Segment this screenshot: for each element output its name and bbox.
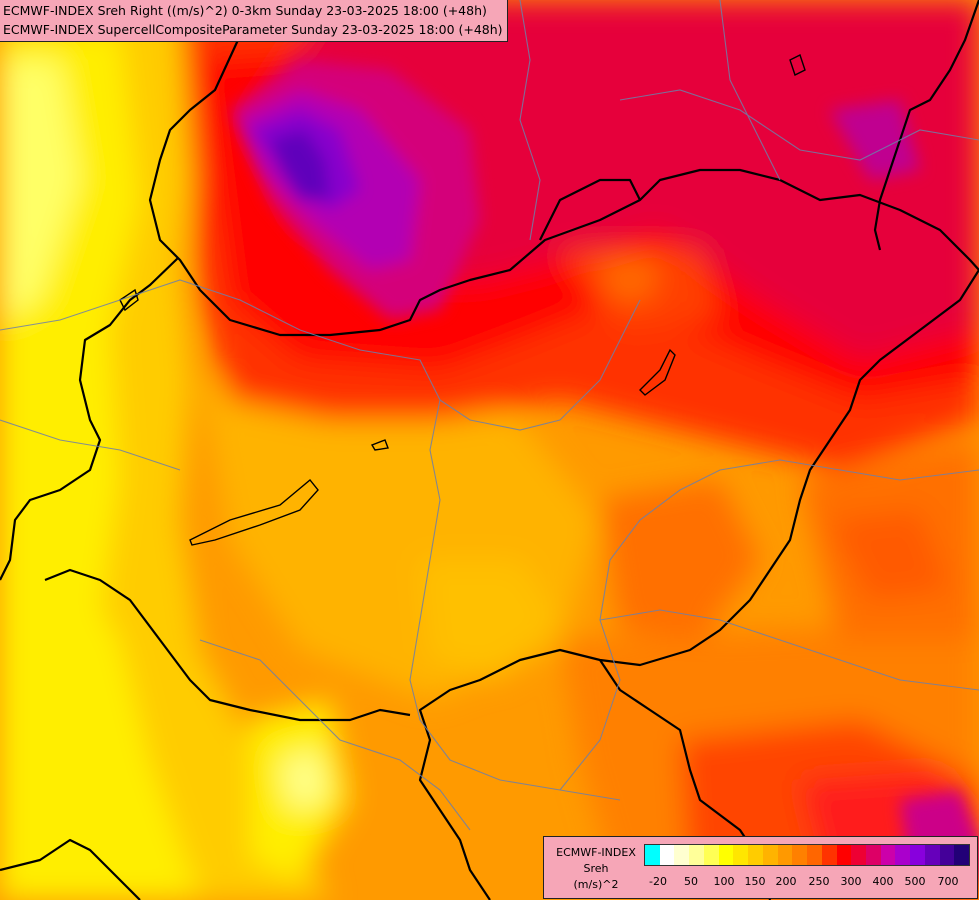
legend-tick-label: 250	[808, 875, 830, 888]
legend-swatch	[924, 845, 940, 865]
legend-tick-label: 100	[713, 875, 735, 888]
legend-swatch	[836, 845, 852, 865]
header-line-scp: ECMWF-INDEX SupercellCompositeParameter …	[3, 22, 503, 37]
river-lines	[0, 0, 979, 831]
color-legend: ECMWF-INDEX Sreh (m/s)^2 -20 50 100 150 200 2…	[543, 836, 978, 899]
legend-tick-label: 150	[744, 875, 766, 888]
legend-swatch	[910, 845, 925, 865]
legend-swatch	[718, 845, 734, 865]
map-header: ECMWF-INDEX Sreh Right ((m/s)^2) 0-3km S…	[0, 0, 508, 42]
legend-title-unit: (m/s)^2	[573, 878, 619, 891]
legend-swatch	[748, 845, 763, 865]
legend-swatch	[954, 845, 970, 865]
legend-title: ECMWF-INDEX Sreh (m/s)^2	[548, 845, 644, 893]
legend-swatch	[659, 845, 675, 865]
legend-swatch	[939, 845, 955, 865]
legend-swatch	[645, 845, 660, 865]
legend-swatch	[762, 845, 778, 865]
legend-tick-label: 400	[872, 875, 894, 888]
legend-swatch	[851, 845, 867, 865]
legend-tick-label: 50	[684, 875, 698, 888]
legend-swatch	[866, 845, 881, 865]
lake-outlines	[119, 54, 806, 546]
legend-tick-label: 700	[937, 875, 959, 888]
legend-swatch	[821, 845, 837, 865]
legend-swatch	[674, 845, 690, 865]
legend-tick-label: -20	[649, 875, 667, 888]
legend-swatch	[689, 845, 704, 865]
legend-tick-label: 300	[840, 875, 862, 888]
legend-title-model: ECMWF-INDEX	[556, 846, 636, 859]
legend-ticks: -20 50 100 150 200 250 300 400 500 700	[644, 875, 970, 889]
legend-swatch	[733, 845, 749, 865]
legend-swatch	[807, 845, 822, 865]
legend-swatch	[895, 845, 911, 865]
legend-swatch	[792, 845, 808, 865]
legend-tick-label: 500	[904, 875, 926, 888]
legend-swatch	[880, 845, 896, 865]
legend-tick-label: 200	[775, 875, 797, 888]
header-line-sreh: ECMWF-INDEX Sreh Right ((m/s)^2) 0-3km S…	[3, 3, 487, 18]
legend-title-param: Sreh	[583, 862, 609, 875]
legend-colorbar	[644, 844, 970, 866]
legend-swatch	[703, 845, 719, 865]
legend-swatch	[777, 845, 793, 865]
